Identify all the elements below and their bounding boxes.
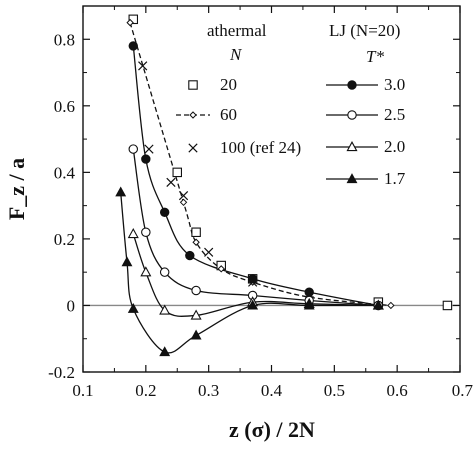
series-2-0-point <box>159 304 171 315</box>
series-1-7-point <box>127 302 139 313</box>
legend-title-lj: LJ (N=20) <box>329 21 400 40</box>
series-100-ref-24-point <box>204 247 214 257</box>
legend-entry-athermal: 20 <box>220 75 237 94</box>
legend-marker-lj <box>346 141 358 152</box>
legend-marker-lj <box>347 80 357 90</box>
legend-marker-lj <box>346 173 358 184</box>
series-60-point <box>126 18 134 27</box>
series-3-0-point <box>159 207 170 217</box>
series-20-point <box>191 227 201 238</box>
legend-header-n: N <box>229 45 243 64</box>
legend-entry-lj: 3.0 <box>384 75 405 94</box>
y-axis-label: F_z / a <box>4 158 29 220</box>
series-1-7-point <box>247 299 259 310</box>
series-1-7-line <box>120 192 379 354</box>
y-tick-label: 0.6 <box>54 97 75 116</box>
y-tick-label: 0.4 <box>54 163 76 182</box>
legend-entry-athermal: 100 (ref 24) <box>220 138 301 157</box>
series-3-0-point <box>247 274 258 284</box>
x-tick-label: 0.3 <box>198 381 219 400</box>
series-3-0-point <box>128 41 138 51</box>
series-3-0-point <box>141 154 151 164</box>
series-3-0-point <box>185 250 195 261</box>
series-2-0-point <box>140 266 152 277</box>
x-axis-label: z (σ) / 2N <box>229 417 315 442</box>
series-2-5-point <box>159 267 170 277</box>
x-tick-label: 0.4 <box>261 381 283 400</box>
series-20-point <box>442 300 453 311</box>
series-20-point <box>128 14 139 25</box>
series-1-7-point <box>190 329 202 340</box>
series-1-7-point <box>121 256 133 267</box>
series-60-point <box>387 301 395 310</box>
legend-entry-athermal: 60 <box>220 105 237 124</box>
series-1-7-point <box>372 299 384 310</box>
legend-title-athermal: athermal <box>207 21 267 40</box>
y-tick-label: 0 <box>67 296 76 315</box>
series-60-point <box>192 238 200 246</box>
legend-marker-100 <box>188 143 198 153</box>
legend-entry-lj: 2.5 <box>384 105 405 124</box>
series-1-7-point <box>303 299 315 310</box>
series-20-point <box>172 167 183 178</box>
x-tick-label: 0.5 <box>324 381 345 400</box>
series-3-0-point <box>304 287 314 297</box>
x-tick-label: 0.2 <box>135 381 156 400</box>
legend-entry-lj: 2.0 <box>384 137 405 156</box>
y-tick-label: -0.2 <box>48 363 75 382</box>
x-tick-label: 0.7 <box>452 381 474 400</box>
y-tick-label: 0.8 <box>54 30 75 49</box>
series-2-5-point <box>128 144 139 154</box>
series-2-5-point <box>191 285 201 296</box>
legend-marker-60 <box>189 111 197 119</box>
x-tick-label: 0.1 <box>72 381 93 400</box>
series-2-0-point <box>127 227 139 239</box>
series-100-ref-24-point <box>138 61 148 71</box>
series-100-ref-24-point <box>166 177 176 187</box>
legend-header-t: T* <box>366 47 384 66</box>
legend-entry-lj: 1.7 <box>384 169 406 188</box>
series-2-0-point <box>190 309 202 320</box>
series-2-5-point <box>141 227 151 238</box>
series-1-7-point <box>115 186 127 197</box>
series-60-point <box>217 265 225 273</box>
legend-marker-20 <box>188 80 198 90</box>
y-tick-label: 0.2 <box>54 230 75 249</box>
series-60-point <box>179 198 188 207</box>
x-tick-label: 0.6 <box>387 381 408 400</box>
legend-marker-lj <box>347 110 357 120</box>
series-1-7-point <box>159 346 171 357</box>
series-100-ref-24-point <box>178 191 189 201</box>
series-100-ref-24-point <box>144 144 154 154</box>
series-60-line <box>129 22 391 307</box>
plot-frame <box>82 5 461 373</box>
